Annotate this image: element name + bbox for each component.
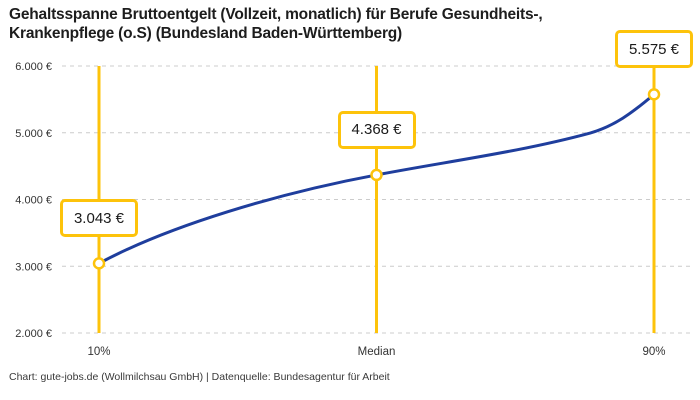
data-point-marker (92, 257, 106, 270)
chart-title-line-1: Gehaltsspanne Bruttoentgelt (Vollzeit, m… (9, 6, 543, 23)
x-axis-label: Median (358, 346, 396, 358)
y-axis-tick-label: 4.000 € (15, 195, 52, 207)
chart-title: Gehaltsspanne Bruttoentgelt (Vollzeit, m… (9, 5, 543, 43)
value-label-box: 5.575 € (615, 30, 693, 69)
x-axis-label: 10% (87, 346, 110, 358)
y-axis-tick-label: 5.000 € (15, 128, 52, 140)
y-axis-tick-label: 6.000 € (15, 61, 52, 73)
x-axis-label: 90% (642, 346, 665, 358)
value-label-box: 3.043 € (60, 199, 138, 238)
chart-credit: Chart: gute-jobs.de (Wollmilchsau GmbH) … (9, 371, 390, 383)
y-axis-tick-label: 2.000 € (15, 328, 52, 340)
y-axis-tick-label: 3.000 € (15, 261, 52, 273)
value-label-box: 4.368 € (337, 110, 416, 149)
data-point-marker (647, 88, 661, 101)
chart-title-line-2: Krankenpflege (o.S) (Bundesland Baden-Wü… (9, 25, 403, 42)
data-point-marker (370, 168, 383, 182)
salary-curve (97, 92, 656, 265)
